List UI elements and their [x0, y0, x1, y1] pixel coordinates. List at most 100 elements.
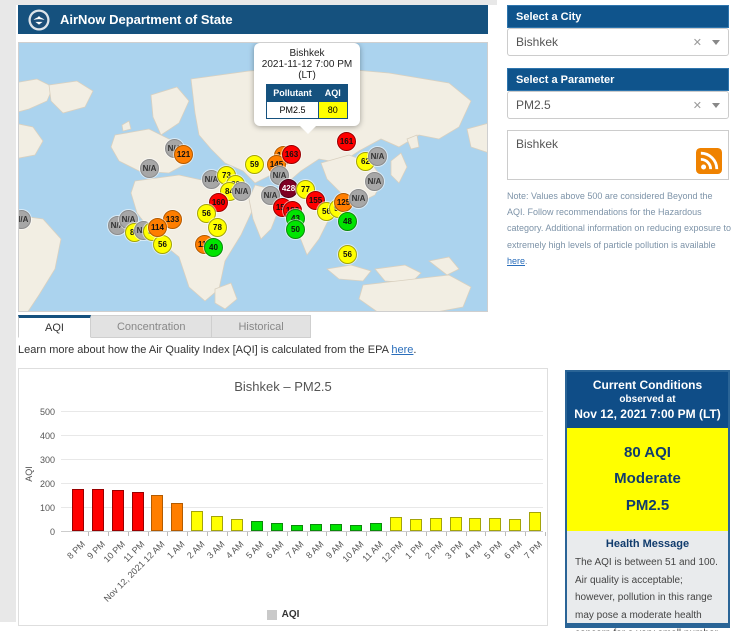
aqi-bar[interactable]	[291, 525, 303, 531]
x-tick-mark	[406, 532, 407, 536]
x-tick-mark	[505, 532, 506, 536]
x-tick-mark	[128, 532, 129, 536]
popup-city: Bishkek	[260, 48, 354, 59]
city-select[interactable]: Bishkek ✕	[507, 28, 729, 56]
x-tick-label: 7 PM	[522, 539, 544, 561]
aqi-bar[interactable]	[489, 518, 501, 531]
x-tick-mark	[227, 532, 228, 536]
aqi-bar[interactable]	[211, 516, 223, 531]
popup-pointer	[300, 126, 316, 134]
aqi-marker[interactable]: 48	[338, 212, 357, 231]
beyond-aqi-note: Note: Values above 500 are considered Be…	[507, 188, 731, 269]
x-tick-mark	[525, 532, 526, 536]
aqi-bar[interactable]	[370, 523, 382, 531]
x-tick-label: 5 AM	[244, 539, 266, 561]
aqi-bar[interactable]	[171, 503, 183, 531]
city-caret-down-icon[interactable]	[712, 40, 720, 45]
conditions-subtitle: observed at	[571, 394, 724, 405]
aqi-marker-na[interactable]: N/A	[232, 182, 251, 201]
aqi-marker[interactable]: 40	[204, 238, 223, 257]
aqi-bar[interactable]	[430, 518, 442, 531]
tab-aqi[interactable]: AQI	[18, 315, 91, 338]
aqi-bar[interactable]	[231, 519, 243, 531]
aqi-marker[interactable]: 78	[208, 218, 227, 237]
aqi-bar[interactable]	[112, 490, 124, 531]
aqi-marker[interactable]: 56	[338, 245, 357, 264]
aqi-bar[interactable]	[151, 495, 163, 531]
y-tick-label: 100	[27, 503, 55, 513]
aqi-bar[interactable]	[469, 518, 481, 531]
city-clear-icon[interactable]: ✕	[693, 36, 702, 49]
x-tick-mark	[466, 532, 467, 536]
tab-concentration[interactable]: Concentration	[91, 315, 213, 338]
chart-legend: AQI	[19, 609, 547, 620]
aqi-world-map[interactable]: N/AN/AN/A81N/A5956N/AN/A121N/A738684N/A1…	[18, 42, 488, 312]
parameter-caret-down-icon[interactable]	[712, 103, 720, 108]
x-tick-mark	[485, 532, 486, 536]
aqi-marker-na[interactable]: N/A	[349, 189, 368, 208]
aqi-bar[interactable]	[310, 524, 322, 531]
page-title: AirNow Department of State	[60, 12, 233, 27]
aqi-marker[interactable]: 121	[174, 145, 193, 164]
aqi-bar-chart: Bishkek – PM2.5 AQI 01002003004005008 PM…	[18, 368, 548, 626]
page-top-margin	[0, 0, 497, 5]
x-tick-mark	[148, 532, 149, 536]
aqi-bar[interactable]	[509, 519, 521, 531]
health-message-text: The AQI is between 51 and 100. Air quali…	[567, 550, 728, 631]
popup-datetime: 2021-11-12 7:00 PM	[260, 59, 354, 70]
epa-here-link[interactable]: here	[391, 344, 413, 356]
view-tabs: AQI Concentration Historical	[18, 315, 311, 338]
aqi-bar[interactable]	[350, 525, 362, 531]
aqi-marker-na[interactable]: N/A	[365, 172, 384, 191]
x-tick-mark	[88, 532, 89, 536]
chart-gridline	[61, 411, 543, 412]
aqi-bar[interactable]	[410, 519, 422, 531]
aqi-bar[interactable]	[132, 492, 144, 531]
aqi-bar[interactable]	[92, 489, 104, 531]
x-tick-mark	[386, 532, 387, 536]
popup-aqi-table: Pollutant AQI PM2.5 80	[266, 84, 348, 119]
note-here-link[interactable]: here	[507, 256, 525, 266]
x-tick-mark	[545, 532, 546, 536]
x-tick-label: 7 AM	[284, 539, 306, 561]
y-tick-label: 400	[27, 431, 55, 441]
x-tick-label: 1 PM	[403, 539, 425, 561]
aqi-marker[interactable]: 161	[337, 132, 356, 151]
department-of-state-seal-icon	[28, 9, 50, 31]
aqi-marker[interactable]: 56	[153, 235, 172, 254]
aqi-bar[interactable]	[72, 489, 84, 531]
conditions-title: Current Conditions	[571, 378, 724, 392]
aqi-bar[interactable]	[529, 512, 541, 531]
x-axis-line	[61, 531, 543, 532]
aqi-bar[interactable]	[450, 517, 462, 531]
y-tick-label: 200	[27, 479, 55, 489]
aqi-marker[interactable]: 59	[245, 155, 264, 174]
legend-swatch	[267, 610, 277, 620]
aqi-marker[interactable]: 50	[286, 220, 305, 239]
aqi-bar[interactable]	[191, 511, 203, 531]
aqi-marker[interactable]: 163	[282, 145, 301, 164]
parameter-clear-icon[interactable]: ✕	[693, 99, 702, 112]
aqi-bar[interactable]	[251, 521, 263, 531]
x-tick-label: 1 AM	[165, 539, 187, 561]
x-tick-mark	[346, 532, 347, 536]
aqi-bar[interactable]	[390, 517, 402, 531]
aqi-marker-na[interactable]: N/A	[140, 159, 159, 178]
x-tick-mark	[167, 532, 168, 536]
x-tick-mark	[207, 532, 208, 536]
parameter-select[interactable]: PM2.5 ✕	[507, 91, 729, 119]
epa-info-line: Learn more about how the Air Quality Ind…	[18, 344, 416, 356]
aqi-marker[interactable]: 114	[148, 218, 167, 237]
x-tick-label: 3 AM	[205, 539, 227, 561]
x-tick-mark	[326, 532, 327, 536]
tab-historical[interactable]: Historical	[212, 315, 310, 338]
x-tick-mark	[426, 532, 427, 536]
chart-title: Bishkek – PM2.5	[19, 379, 547, 394]
aqi-bar[interactable]	[271, 523, 283, 531]
popup-pollutant-value: PM2.5	[267, 102, 319, 119]
rss-icon[interactable]	[696, 148, 722, 174]
aqi-bar[interactable]	[330, 524, 342, 531]
aqi-marker-na[interactable]: N/A	[368, 147, 387, 166]
y-tick-label: 500	[27, 407, 55, 417]
page-left-margin	[0, 0, 16, 622]
